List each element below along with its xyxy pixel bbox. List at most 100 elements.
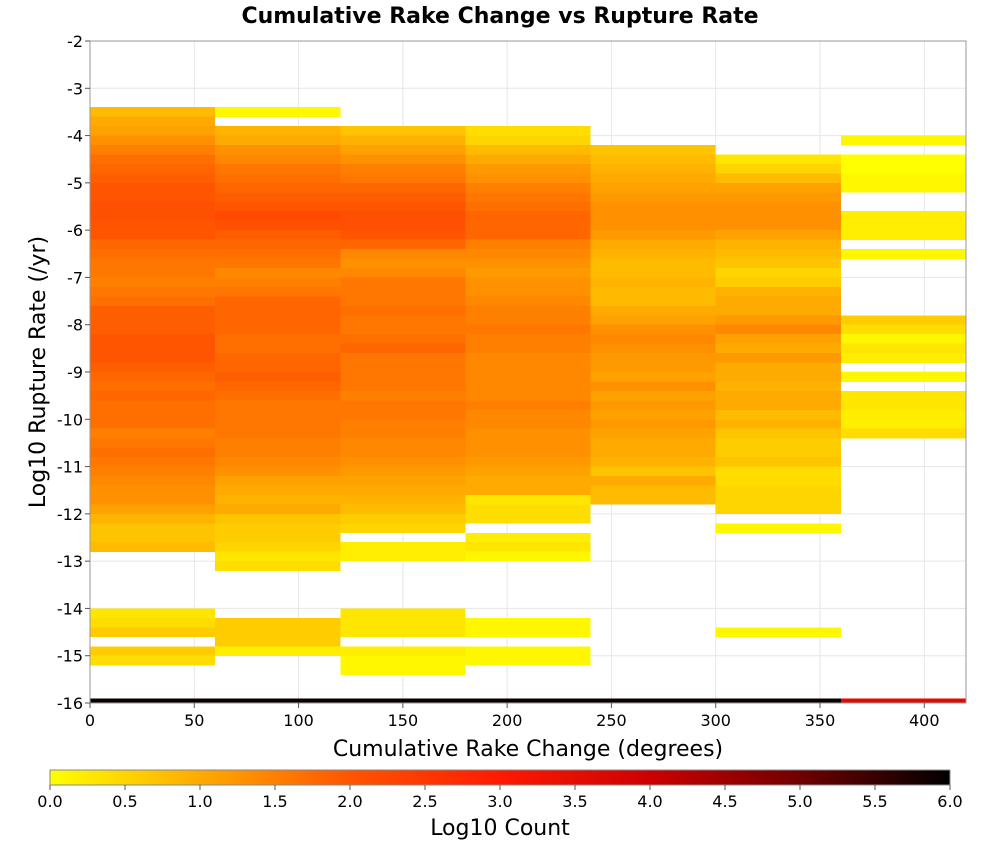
heatmap-cell [340, 390, 466, 401]
heatmap-cell [715, 163, 841, 174]
heatmap-cell [465, 551, 591, 562]
heatmap-cell [840, 220, 966, 231]
colorbar-tick-label: 2.5 [412, 792, 437, 811]
heatmap-cell [90, 390, 216, 401]
heatmap-cell [90, 145, 216, 155]
heatmap-cell [715, 409, 841, 420]
heatmap-cell [215, 627, 341, 638]
y-tick-label: -13 [57, 552, 83, 571]
heatmap-cell [215, 372, 341, 382]
heatmap-cell [215, 438, 341, 448]
heatmap-cell [90, 220, 216, 231]
heatmap-cell [715, 173, 841, 184]
heatmap-cell [590, 173, 716, 184]
heatmap-cell [715, 372, 841, 382]
x-axis-ticks: 0 50 100 150 200 250 300 350 400 [85, 703, 940, 730]
heatmap-cell [840, 135, 966, 146]
heatmap-cell [340, 249, 466, 259]
heatmap-cell [340, 258, 466, 269]
heatmap-cell [715, 343, 841, 354]
heatmap-cell [340, 239, 466, 250]
heatmap-cell [90, 504, 216, 515]
heatmap-cell [465, 513, 591, 524]
heatmap-cell [465, 267, 591, 278]
x-tick-label: 150 [388, 711, 419, 730]
heatmap-cell [840, 334, 966, 344]
heatmap-cell [465, 277, 591, 288]
heatmap-cell [590, 220, 716, 231]
y-tick-label: -3 [67, 79, 83, 98]
x-tick-label: 300 [700, 711, 731, 730]
heatmap-cell [715, 476, 841, 486]
heatmap-cell [215, 353, 341, 363]
heatmap-cell [715, 315, 841, 326]
heatmap-cell [590, 154, 716, 165]
heatmap-cell [715, 381, 841, 392]
heatmap-cell [215, 305, 341, 316]
heatmap-cell [590, 466, 716, 477]
heatmap-cell [715, 258, 841, 269]
heatmap-cell [90, 116, 216, 127]
heatmap-cell [590, 182, 716, 193]
heatmap-cell [215, 249, 341, 259]
heatmap-cell [465, 126, 591, 136]
heatmap-cell [340, 362, 466, 373]
heatmap-cell [465, 362, 591, 373]
heatmap-cell [590, 457, 716, 467]
heatmap-cell [465, 504, 591, 515]
heatmap-cell [90, 655, 216, 666]
heatmap-cell [465, 343, 591, 354]
y-tick-label: -12 [57, 505, 83, 524]
heatmap-cell [340, 655, 466, 666]
heatmap-cell [215, 239, 341, 250]
heatmap-cell [590, 192, 716, 203]
heatmap-cell [340, 457, 466, 467]
heatmap-cell [840, 419, 966, 430]
heatmap-cell [715, 154, 841, 165]
heatmap-cell [215, 230, 341, 240]
heatmap-cell [90, 324, 216, 335]
heatmap-cell [715, 419, 841, 430]
heatmap-cell [715, 296, 841, 307]
heatmap-cell [715, 324, 841, 335]
heatmap-cell [465, 154, 591, 165]
heatmap-cell [340, 315, 466, 326]
heatmap-cell [465, 220, 591, 231]
heatmap-cell [465, 542, 591, 552]
heatmap-cell [90, 315, 216, 326]
heatmap-cell [90, 494, 216, 505]
heatmap-cell [590, 372, 716, 382]
heatmap-cell [90, 211, 216, 221]
heatmap-cell [90, 627, 216, 638]
heatmap-cell [90, 343, 216, 354]
heatmap-cell [715, 334, 841, 344]
heatmap-cell [465, 249, 591, 259]
heatmap-cell [90, 192, 216, 203]
heatmap-cell [840, 698, 966, 704]
heatmap-cell [465, 627, 591, 638]
colorbar-tick-label: 1.0 [187, 792, 212, 811]
heatmap-cell [715, 267, 841, 278]
heatmap-cell [215, 646, 341, 657]
heatmap-cell [840, 315, 966, 326]
y-axis-ticks: -2 -3 -4 -5 -6 -7 -8 -9 -10 -11 -12 -13 -14 -15 -16 [57, 32, 90, 713]
heatmap-cell [715, 390, 841, 401]
heatmap-cell [90, 466, 216, 477]
heatmap-cell [90, 698, 216, 704]
heatmap-cell [840, 409, 966, 420]
heatmap-cell [340, 334, 466, 344]
heatmap-cell [90, 126, 216, 136]
heatmap-cell [590, 362, 716, 373]
heatmap-cell [465, 409, 591, 420]
heatmap-cell [215, 173, 341, 184]
heatmap-cell [590, 211, 716, 221]
heatmap-cell [215, 466, 341, 477]
colorbar-tick-label: 6.0 [937, 792, 962, 811]
heatmap-cell [465, 646, 591, 657]
y-tick-label: -10 [57, 410, 83, 429]
heatmap-cell [340, 400, 466, 411]
heatmap-cell [465, 201, 591, 212]
heatmap-cell [340, 163, 466, 174]
